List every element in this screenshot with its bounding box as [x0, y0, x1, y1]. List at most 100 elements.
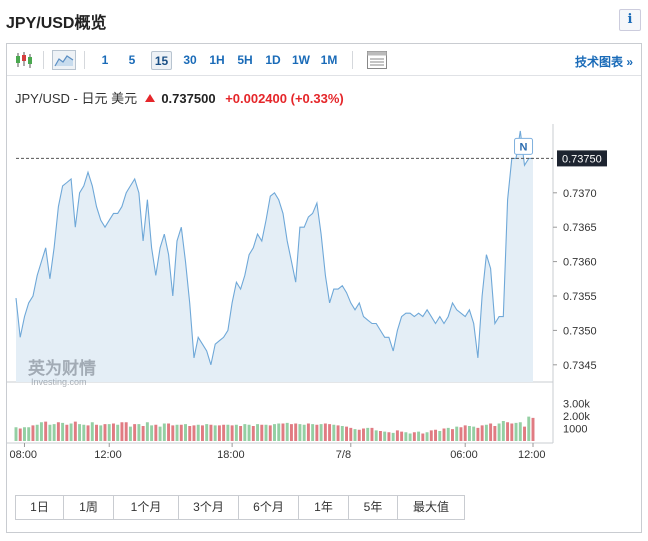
- volume-bar: [39, 422, 43, 441]
- volume-bar: [239, 426, 243, 441]
- interval-1mo[interactable]: 1M: [320, 53, 338, 67]
- price-line: [15, 130, 533, 365]
- volume-bar: [480, 425, 484, 441]
- volume-bar: [446, 427, 450, 441]
- volume-bar: [179, 424, 183, 441]
- range-1y[interactable]: 1年: [299, 496, 349, 519]
- volume-bar: [133, 424, 137, 441]
- volume-bar: [434, 429, 438, 441]
- y-tick-label: 0.7365: [563, 222, 597, 234]
- price-chart[interactable]: 0.7370 0.7365 0.7360 0.7355 0.7350 0.7345 0.73…: [7, 44, 641, 492]
- volume-bar: [391, 432, 395, 441]
- volume-tick-label: 1000: [563, 424, 587, 436]
- watermark-sub: Investing.com: [31, 377, 87, 387]
- volume-bar: [230, 425, 234, 441]
- range-max[interactable]: 最大值: [412, 500, 449, 514]
- last-price: 0.737500: [161, 91, 216, 106]
- volume-bar: [264, 424, 268, 441]
- volume-bar: [69, 423, 73, 441]
- interval-1w[interactable]: 1W: [292, 53, 310, 67]
- volume-bar: [400, 431, 404, 441]
- volume-bar: [374, 430, 378, 441]
- volume-bar: [95, 424, 98, 441]
- volume-bar: [192, 425, 196, 441]
- volume-bar: [421, 433, 425, 441]
- volume-bar: [162, 423, 166, 441]
- volume-bar: [484, 424, 488, 441]
- x-tick-label: 12:00: [94, 449, 122, 461]
- volume-bar: [366, 427, 370, 441]
- volume-bar: [438, 431, 442, 441]
- volume-bar: [455, 426, 459, 441]
- volume-bar: [111, 423, 115, 441]
- volume-bar: [417, 431, 421, 441]
- instrument-name: JPY/USD - 日元 美元: [15, 91, 138, 106]
- x-tick-label: 08:00: [9, 449, 37, 461]
- volume-bar: [200, 425, 204, 441]
- volume-bar: [90, 422, 94, 441]
- last-price-label: 0.73750: [562, 153, 602, 165]
- y-tick-label: 0.7370: [563, 188, 597, 200]
- x-tick-label: 12:00: [518, 449, 546, 461]
- volume-bar: [493, 426, 497, 441]
- volume-bar: [82, 424, 86, 441]
- x-tick-label: 06:00: [450, 449, 478, 461]
- interval-5m[interactable]: 5: [128, 53, 136, 67]
- interval-30m[interactable]: 30: [183, 53, 197, 67]
- news-marker[interactable]: [514, 137, 534, 155]
- chart-widget: 1 5 15 30 1H 5H 1D 1W 1M 技术图表 » JPY/USD …: [6, 43, 642, 533]
- volume-bar: [451, 429, 454, 441]
- volume-bar: [27, 427, 31, 441]
- volume-bar: [128, 426, 132, 441]
- volume-bar: [285, 422, 289, 441]
- volume-bar: [226, 424, 230, 441]
- volume-bar: [332, 424, 336, 441]
- volume-bar: [217, 425, 221, 441]
- volume-bar: [61, 422, 65, 441]
- volume-bar: [311, 424, 315, 441]
- volume-bar: [353, 429, 357, 441]
- volume-bar: [184, 424, 187, 441]
- volume-bar: [107, 424, 111, 441]
- volume-bar: [175, 424, 179, 441]
- range-1m[interactable]: 1个月: [114, 496, 179, 519]
- volume-bar: [357, 429, 361, 441]
- volume-bar: [362, 428, 365, 441]
- interval-1h[interactable]: 1H: [209, 53, 225, 67]
- volume-bar: [523, 426, 526, 441]
- volume-bar: [408, 433, 412, 441]
- volume-bar: [328, 424, 332, 441]
- range-selector: 1日 1周 1个月 3个月 6个月 1年 5年 最大值: [15, 495, 465, 520]
- volume-bar: [124, 422, 128, 441]
- volume-bar: [213, 425, 217, 441]
- info-icon[interactable]: i: [619, 9, 641, 31]
- volume-bar: [289, 424, 293, 441]
- range-1d[interactable]: 1日: [16, 496, 64, 519]
- volume-bar: [256, 424, 260, 441]
- range-1w[interactable]: 1周: [64, 496, 114, 519]
- chart-toolbar: 1 5 15 30 1H 5H 1D 1W 1M 技术图表 »: [7, 44, 641, 76]
- volume-bar: [188, 426, 192, 441]
- area-chart-icon[interactable]: [52, 50, 76, 70]
- table-view-icon[interactable]: [366, 50, 388, 70]
- volume-bar: [18, 428, 22, 441]
- volume-bar: [336, 425, 340, 441]
- interval-5h[interactable]: 5H: [237, 53, 253, 67]
- technical-chart-link[interactable]: 技术图表 »: [574, 55, 633, 69]
- up-arrow-icon: [144, 94, 155, 102]
- range-6m[interactable]: 6个月: [239, 496, 299, 519]
- interval-1d[interactable]: 1D: [265, 53, 281, 67]
- interval-1m[interactable]: 1: [101, 53, 109, 67]
- volume-bar: [171, 425, 175, 441]
- range-3m[interactable]: 3个月: [179, 496, 239, 519]
- candlestick-chart-icon[interactable]: [13, 50, 35, 70]
- volume-bar: [467, 426, 471, 441]
- volume-bar: [527, 416, 531, 441]
- volume-bar: [141, 426, 145, 441]
- volume-bar: [476, 427, 480, 441]
- range-5y[interactable]: 5年: [349, 496, 398, 519]
- y-tick-label: 0.7345: [563, 360, 597, 372]
- interval-15m[interactable]: 15: [151, 51, 172, 70]
- volume-bar: [277, 423, 281, 441]
- volume-bar: [298, 424, 302, 441]
